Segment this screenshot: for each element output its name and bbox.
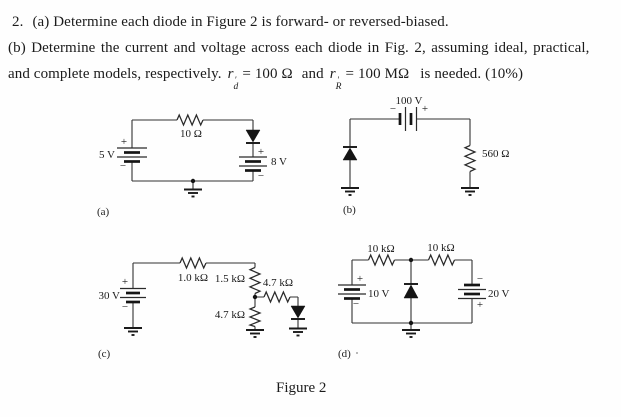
resistor-label: 4.7 kΩ bbox=[263, 277, 293, 289]
r-reverse-prime-sub: ′ R bbox=[335, 75, 342, 92]
resistor-symbol bbox=[248, 266, 262, 295]
resistor-symbol bbox=[463, 144, 477, 173]
diode-symbol bbox=[245, 129, 261, 144]
node-dot bbox=[408, 257, 414, 263]
resistor-label: 10 kΩ bbox=[427, 242, 454, 254]
forward-resistance-formula: r ′ d = 100 Ω bbox=[227, 66, 293, 92]
resistor-symbol bbox=[248, 306, 262, 328]
problem-part-b-text: (b) Determine the current and voltage ac… bbox=[8, 40, 590, 56]
diode-symbol bbox=[342, 146, 358, 161]
plus-sign: + bbox=[258, 146, 264, 158]
circuit-c-label: (c) bbox=[98, 348, 111, 360]
minus-sign: − bbox=[120, 160, 126, 172]
circuit-d-schematic: 10 kΩ 10 kΩ + 10 V − − 20 V + (d) bbox=[338, 242, 510, 360]
ground-symbol bbox=[341, 187, 359, 196]
resistor-symbol bbox=[367, 253, 396, 267]
circuit-a-schematic: 10 Ω 5 V + − + 8 V − (a) bbox=[97, 113, 287, 218]
resistor-label: 10 Ω bbox=[180, 128, 202, 140]
ground-symbol bbox=[461, 187, 479, 196]
scan-speck bbox=[356, 352, 358, 354]
r-forward-value: = 100 Ω bbox=[242, 66, 293, 82]
battery-symbol-5v bbox=[117, 147, 147, 163]
minus-sign: − bbox=[477, 273, 483, 285]
problem-number: 2. bbox=[12, 14, 24, 30]
minus-sign: − bbox=[353, 298, 359, 310]
resistor-label: 1.5 kΩ bbox=[215, 273, 245, 285]
reverse-resistance-formula: r ′ R = 100 MΩ bbox=[329, 66, 410, 92]
source-voltage-label: 30 V bbox=[99, 290, 121, 302]
problem-line-1: 2. (a) Determine each diode in Figure 2 i… bbox=[12, 14, 449, 31]
bias-voltage-label: 8 V bbox=[271, 156, 287, 168]
problem-part-a-text: (a) Determine each diode in Figure 2 is … bbox=[32, 14, 449, 30]
diode-symbol bbox=[290, 305, 306, 320]
r-reverse-value: = 100 MΩ bbox=[345, 66, 410, 82]
minus-sign: − bbox=[258, 170, 264, 182]
node-dot bbox=[190, 178, 196, 184]
diode-symbol bbox=[403, 283, 419, 299]
ground-symbol bbox=[289, 327, 307, 337]
ground-symbol bbox=[124, 327, 142, 336]
resistor-symbol bbox=[176, 113, 204, 127]
plus-sign: + bbox=[122, 276, 128, 288]
source-voltage-label: 100 V bbox=[396, 95, 423, 107]
r-reverse-var: r bbox=[329, 66, 336, 82]
minus-sign: − bbox=[390, 103, 396, 115]
resistor-symbol bbox=[263, 290, 291, 304]
plus-sign: + bbox=[357, 273, 363, 285]
circuit-c-schematic: 1.0 kΩ 1.5 kΩ 4.7 kΩ 4.7 kΩ 30 V + − (c) bbox=[98, 256, 307, 360]
source-voltage-label: 20 V bbox=[488, 288, 510, 300]
source-voltage-label: 10 V bbox=[368, 288, 390, 300]
r-forward-prime-sub: ′ d bbox=[233, 75, 239, 92]
plus-sign: + bbox=[121, 136, 127, 148]
battery-symbol-8v bbox=[239, 156, 267, 172]
problem-suffix-text: is needed. (10%) bbox=[420, 66, 524, 82]
source-voltage-label: 5 V bbox=[99, 149, 115, 161]
resistor-label: 1.0 kΩ bbox=[178, 272, 208, 284]
resistor-label: 4.7 kΩ bbox=[215, 309, 245, 321]
r-forward-var: r bbox=[227, 66, 234, 82]
node-dot bbox=[408, 320, 414, 326]
battery-symbol-30v bbox=[120, 287, 146, 304]
wire bbox=[349, 118, 471, 188]
ground-symbol bbox=[246, 329, 264, 338]
problem-part-b-continued: and complete models, respectively. bbox=[8, 66, 222, 82]
resistor-symbol bbox=[427, 253, 456, 267]
circuit-a-label: (a) bbox=[97, 206, 110, 218]
resistor-label: 560 Ω bbox=[482, 148, 509, 160]
conjunction-text: and bbox=[301, 66, 324, 82]
resistor-label: 10 kΩ bbox=[367, 243, 394, 255]
resistor-symbol bbox=[179, 256, 207, 270]
node-dot bbox=[252, 294, 258, 300]
circuit-d-label: (d) bbox=[338, 348, 351, 360]
problem-line-3: and complete models, respectively. r ′ d = 1… bbox=[8, 66, 524, 92]
plus-sign: + bbox=[422, 103, 428, 115]
problem-line-2: (b) Determine the current and voltage ac… bbox=[8, 40, 590, 57]
minus-sign: − bbox=[122, 301, 128, 313]
battery-symbol-100v bbox=[398, 107, 418, 131]
wire bbox=[132, 262, 299, 330]
plus-sign: + bbox=[477, 299, 483, 311]
battery-symbol-20v bbox=[458, 283, 486, 300]
ground-symbol bbox=[402, 329, 420, 338]
battery-symbol-10v bbox=[338, 284, 366, 300]
ground-symbol bbox=[184, 188, 202, 198]
circuit-b-schematic: 100 V − + 560 Ω (b) bbox=[341, 95, 509, 216]
figure-caption: Figure 2 bbox=[276, 380, 327, 396]
circuit-b-label: (b) bbox=[343, 204, 356, 216]
